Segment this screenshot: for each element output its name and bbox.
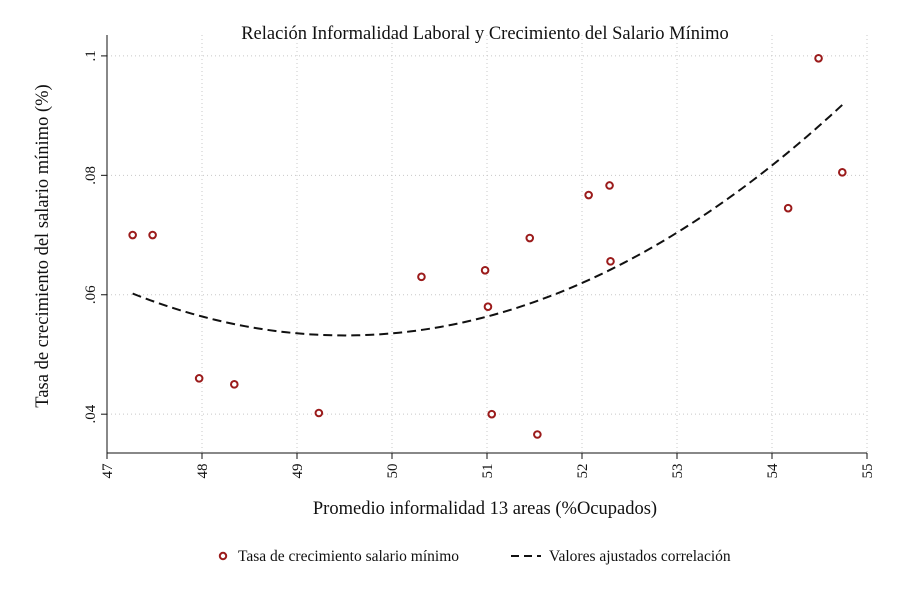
y-tick-label: .04 — [83, 404, 99, 423]
legend: Tasa de crecimiento salario mínimo Valor… — [218, 548, 731, 565]
chart-title: Relación Informalidad Laboral y Crecimie… — [241, 24, 729, 44]
data-points — [128, 53, 847, 439]
legend-item-fit: Valores ajustados correlación — [511, 548, 731, 565]
data-point — [128, 230, 137, 240]
data-point — [606, 257, 615, 266]
legend-scatter-label: Tasa de crecimiento salario mínimo — [238, 548, 459, 565]
data-point — [838, 168, 847, 177]
data-point — [487, 409, 497, 419]
data-point — [584, 190, 593, 200]
y-tick-label: .06 — [83, 285, 99, 304]
y-tick-label: .08 — [83, 166, 99, 185]
x-tick-label: 52 — [575, 464, 591, 479]
x-tick-label: 51 — [480, 464, 496, 479]
legend-item-scatter: Tasa de crecimiento salario mínimo — [218, 548, 459, 565]
data-point — [533, 430, 542, 439]
x-tick-label: 50 — [385, 464, 401, 479]
x-tick-label: 55 — [860, 464, 876, 479]
data-point — [483, 302, 493, 312]
axes: .04 .06 .08 .1 47 48 49 50 51 52 53 54 55 — [83, 35, 876, 479]
data-point — [480, 265, 490, 275]
y-tick-label: .1 — [83, 50, 99, 61]
x-tick-label: 48 — [195, 464, 211, 479]
data-point — [525, 233, 535, 243]
data-point — [605, 181, 614, 190]
data-point — [814, 53, 823, 63]
x-tick-label: 49 — [290, 464, 306, 479]
data-point — [194, 374, 204, 383]
x-tick-label: 47 — [100, 463, 116, 479]
data-point — [230, 380, 239, 389]
data-point — [783, 203, 793, 213]
data-point — [314, 408, 324, 418]
legend-fit-label: Valores ajustados correlación — [549, 548, 731, 565]
y-axis-label: Tasa de crecimiento del salario mínimo (… — [33, 84, 53, 407]
x-tick-label: 53 — [670, 464, 686, 479]
x-tick-label: 54 — [765, 463, 781, 479]
x-axis-label: Promedio informalidad 13 areas (%Ocupado… — [313, 499, 657, 519]
data-point — [417, 272, 426, 282]
data-point — [148, 230, 157, 240]
legend-scatter-marker — [218, 551, 228, 561]
